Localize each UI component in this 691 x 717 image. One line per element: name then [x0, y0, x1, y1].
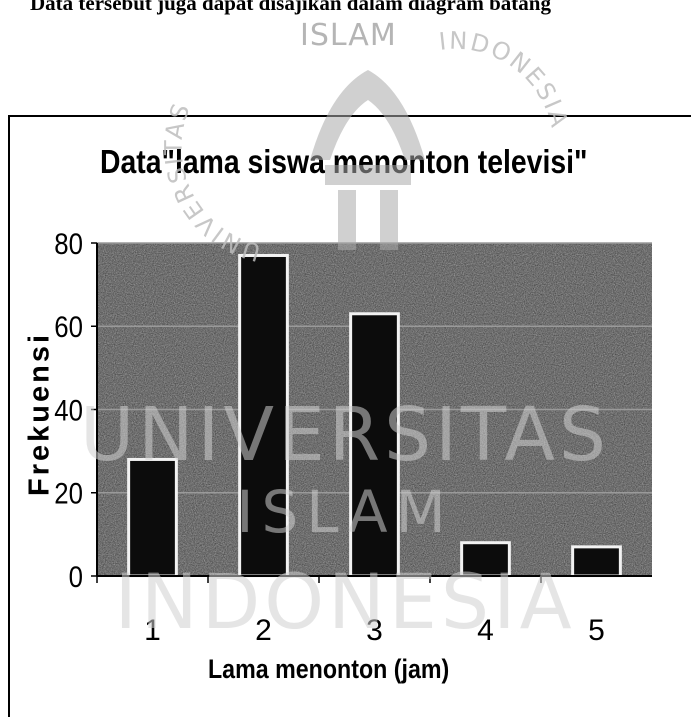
x-tick-label-1: 1	[144, 614, 161, 647]
x-tick-labels: 1 2 3 4 5	[96, 576, 605, 647]
watermark-top-text: ISLAM	[300, 18, 397, 53]
bar-4	[460, 541, 511, 578]
chart-title: Data"lama siswa menonton televisi"	[100, 143, 588, 180]
lead-paragraph-text: Data tersebut juga dapat disajikan dalam…	[30, 0, 551, 15]
y-tick-label-80: 80	[54, 227, 83, 260]
x-tick-label-5: 5	[588, 614, 605, 647]
y-tick-label-20: 20	[54, 477, 83, 510]
y-tick-label-0: 0	[69, 560, 83, 593]
x-tick-label-4: 4	[477, 614, 494, 647]
bar-1	[127, 457, 178, 578]
y-tick-label-40: 40	[54, 394, 83, 427]
x-tick-label-3: 3	[366, 614, 383, 647]
bar-3	[349, 312, 400, 578]
x-tick-label-2: 2	[255, 614, 272, 647]
bar-5	[571, 545, 622, 578]
y-tick-label-60: 60	[54, 310, 83, 343]
y-tick-labels: 0 20 40 60 80	[54, 227, 97, 593]
x-axis-label: Lama menonton (jam)	[208, 654, 450, 684]
bar-2	[238, 253, 289, 578]
bars	[127, 253, 622, 578]
